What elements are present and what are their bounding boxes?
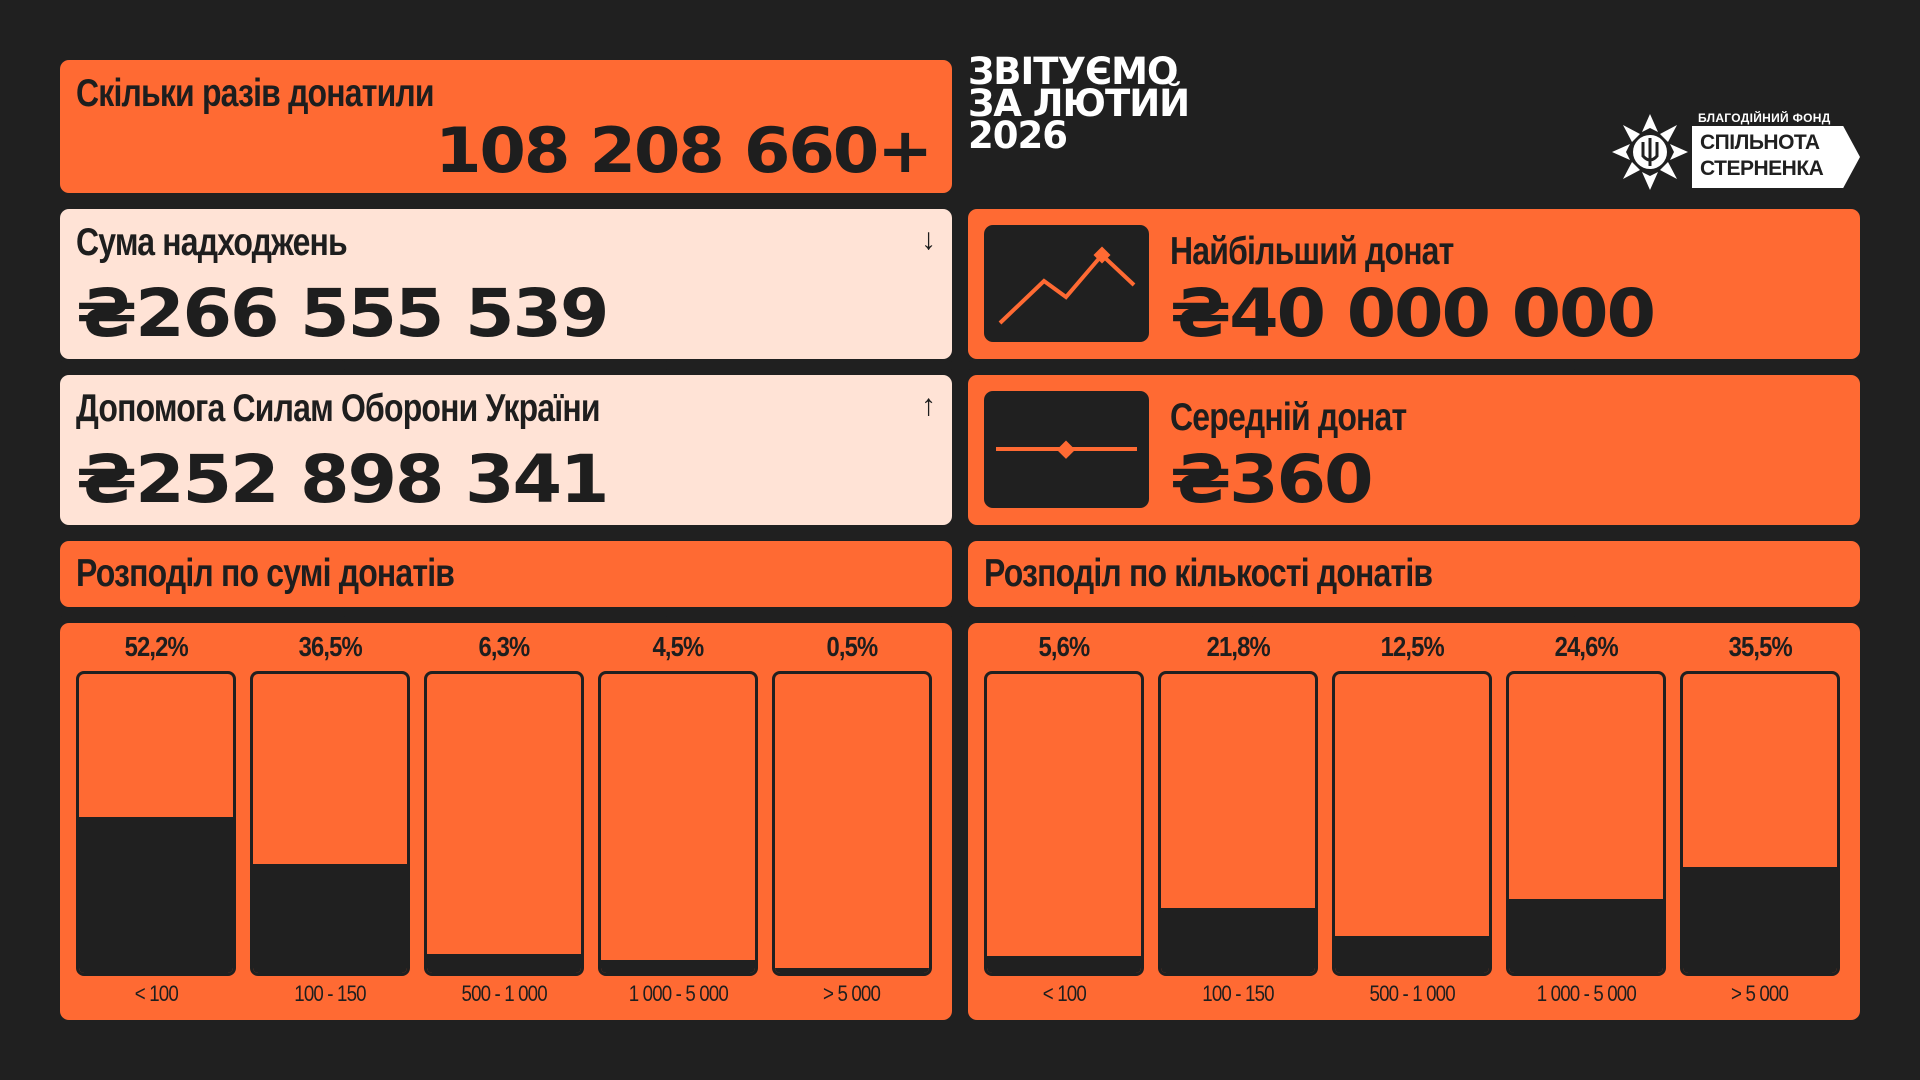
trident-flower-icon bbox=[1612, 114, 1688, 190]
trend-up-line-icon bbox=[984, 225, 1149, 342]
bar bbox=[1158, 671, 1318, 976]
bar-fill bbox=[427, 954, 581, 973]
arrow-down-icon: ↓ bbox=[921, 223, 936, 256]
income-value: ₴266 555 539 bbox=[76, 275, 610, 352]
bar-value-label: 36,5% bbox=[298, 631, 362, 662]
bar-fill bbox=[253, 863, 407, 973]
chart-sum-panel: 52,2% < 100 36,5% 100 - 150 6,3% 500 - 1 000 4… bbox=[60, 623, 952, 1020]
donations-count-card: Скільки разів донатили 108 208 660+ bbox=[60, 60, 952, 193]
category-label: 100 - 150 bbox=[294, 981, 366, 1006]
divider-tab bbox=[968, 360, 1254, 371]
bar-value-label: 12,5% bbox=[1380, 631, 1444, 662]
chart-count-title: Розподіл по кількості донатів bbox=[984, 552, 1433, 595]
bar bbox=[598, 671, 758, 976]
divider-tab bbox=[1573, 607, 1861, 618]
title-line-2: ЗА ЛЮТИЙ bbox=[968, 82, 1190, 125]
defense-help-card: Допомога Силам Оборони України ↑ ₴252 89… bbox=[60, 375, 952, 525]
divider-tab bbox=[665, 607, 953, 618]
bar bbox=[250, 671, 410, 976]
bar-value-label: 21,8% bbox=[1206, 631, 1270, 662]
largest-donation-value: ₴40 000 000 bbox=[1170, 275, 1656, 352]
category-label: < 100 bbox=[134, 981, 178, 1006]
arrow-up-icon: ↑ bbox=[921, 389, 936, 422]
bar-value-label: 6,3% bbox=[478, 631, 531, 662]
logo-name-line-2: СТЕРНЕНКА bbox=[1700, 157, 1824, 180]
chart-count-header: Розподіл по кількості донатів bbox=[968, 541, 1860, 607]
bar bbox=[1680, 671, 1840, 976]
bar-value-label: 35,5% bbox=[1728, 631, 1792, 662]
category-label: > 5 000 bbox=[823, 981, 882, 1006]
bar-fill bbox=[987, 956, 1141, 973]
bar-value-label: 4,5% bbox=[652, 631, 705, 662]
income-label: Сума надходжень bbox=[76, 221, 348, 264]
bar bbox=[424, 671, 584, 976]
defense-help-value: ₴252 898 341 bbox=[76, 441, 610, 518]
donations-count-value: 108 208 660+ bbox=[434, 114, 933, 187]
bar-value-label: 5,6% bbox=[1038, 631, 1091, 662]
bar-value-label: 52,2% bbox=[124, 631, 188, 662]
bar-fill bbox=[1683, 866, 1837, 973]
bar bbox=[76, 671, 236, 976]
divider-tab bbox=[665, 360, 953, 371]
chart-sum-header: Розподіл по сумі донатів bbox=[60, 541, 952, 607]
foundation-logo: БЛАГОДІЙНИЙ ФОНД СПІЛЬНОТА СТЕРНЕНКА bbox=[1608, 108, 1860, 190]
bar-fill bbox=[1509, 899, 1663, 973]
bar bbox=[1332, 671, 1492, 976]
largest-donation-label: Найбільший донат bbox=[1170, 230, 1454, 273]
income-card: Сума надходжень ↓ ₴266 555 539 bbox=[60, 209, 952, 359]
donations-count-label: Скільки разів донатили bbox=[76, 72, 435, 115]
category-label: 500 - 1 000 bbox=[461, 981, 547, 1006]
divider-tab bbox=[1573, 360, 1861, 371]
bar-value-label: 0,5% bbox=[826, 631, 879, 662]
category-label: 1 000 - 5 000 bbox=[628, 981, 728, 1006]
divider-tab bbox=[60, 607, 346, 618]
bar-fill bbox=[601, 959, 755, 973]
logo-name: СПІЛЬНОТА СТЕРНЕНКА bbox=[1700, 130, 1824, 182]
bar bbox=[1506, 671, 1666, 976]
bar bbox=[772, 671, 932, 976]
bar-fill bbox=[79, 816, 233, 973]
report-title: ЗВІТУЄМО ЗА ЛЮТИЙ 2026 bbox=[968, 50, 1190, 157]
chart-sum-title: Розподіл по сумі донатів bbox=[76, 552, 455, 595]
bar-fill bbox=[775, 968, 929, 973]
divider-tab bbox=[60, 360, 346, 371]
average-donation-value: ₴360 bbox=[1170, 441, 1374, 518]
flat-line-icon bbox=[984, 391, 1149, 508]
bar-value-label: 24,6% bbox=[1554, 631, 1618, 662]
category-label: > 5 000 bbox=[1731, 981, 1790, 1006]
category-label: 100 - 150 bbox=[1202, 981, 1274, 1006]
average-donation-card: Середній донат ₴360 bbox=[968, 375, 1860, 525]
logo-caption: БЛАГОДІЙНИЙ ФОНД bbox=[1698, 111, 1831, 125]
bar-fill bbox=[1161, 907, 1315, 973]
title-line-1: ЗВІТУЄМО bbox=[968, 50, 1178, 93]
average-donation-label: Середній донат bbox=[1170, 396, 1407, 439]
title-line-3: 2026 bbox=[968, 114, 1068, 157]
bar bbox=[984, 671, 1144, 976]
logo-name-line-1: СПІЛЬНОТА bbox=[1700, 131, 1820, 154]
category-label: < 100 bbox=[1042, 981, 1086, 1006]
chart-count-panel: 5,6% < 100 21,8% 100 - 150 12,5% 500 - 1 000 2… bbox=[968, 623, 1860, 1020]
logo-badge bbox=[1692, 126, 1860, 188]
largest-donation-card: Найбільший донат ₴40 000 000 bbox=[968, 209, 1860, 359]
divider-tab bbox=[968, 607, 1254, 618]
category-label: 500 - 1 000 bbox=[1369, 981, 1455, 1006]
bar-fill bbox=[1335, 935, 1489, 973]
defense-help-label: Допомога Силам Оборони України bbox=[76, 387, 601, 430]
category-label: 1 000 - 5 000 bbox=[1536, 981, 1636, 1006]
